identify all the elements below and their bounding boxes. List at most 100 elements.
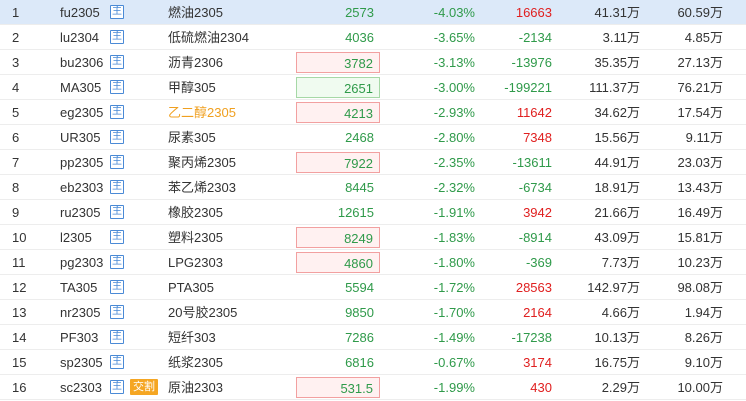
open-interest: 16.49万: [677, 205, 723, 220]
table-row[interactable]: 8 eb2303 主 苯乙烯2303 8445 -2.32% -6734 18.91万 13.4…: [0, 175, 746, 200]
contract-name[interactable]: 塑料2305: [168, 230, 223, 245]
contract-code[interactable]: UR305: [60, 130, 101, 145]
row-index: 13: [12, 305, 27, 320]
main-contract-badge: 主: [110, 355, 124, 369]
table-row[interactable]: 9 ru2305 主 橡胶2305 12615 -1.91% 3942 21.66万 16.49…: [0, 200, 746, 225]
open-interest: 4.85万: [684, 30, 723, 45]
main-contract-badge: 主: [110, 205, 124, 219]
last-price: 6816: [345, 355, 374, 370]
volume: 7.73万: [601, 255, 640, 270]
contract-name[interactable]: 聚丙烯2305: [168, 155, 236, 170]
contract-name[interactable]: PTA305: [168, 280, 215, 295]
change-percent: -1.49%: [433, 330, 475, 345]
contract-name[interactable]: LPG2303: [168, 255, 223, 270]
contract-code[interactable]: ru2305: [60, 205, 101, 220]
open-interest: 76.21万: [677, 80, 723, 95]
contract-code[interactable]: lu2304: [60, 30, 100, 45]
contract-code[interactable]: nr2305: [60, 305, 101, 320]
table-row[interactable]: 13 nr2305 主 20号胶2305 9850 -1.70% 2164 4.66万 1.94…: [0, 300, 746, 325]
table-row[interactable]: 3 bu2306 主 沥青2306 3782 -3.13% -13976 35.35万 27.1…: [0, 50, 746, 75]
table-row[interactable]: 2 lu2304 主 低硫燃油2304 4036 -3.65% -2134 3.11万 4.85…: [0, 25, 746, 50]
contract-name[interactable]: 原油2303: [168, 380, 223, 395]
table-row[interactable]: 6 UR305 主 尿素305 2468 -2.80% 7348 15.56万 9.11万: [0, 125, 746, 150]
position-change: -2134: [518, 30, 552, 45]
contract-name[interactable]: 尿素305: [168, 130, 216, 145]
position-change: -369: [525, 255, 552, 270]
contract-code[interactable]: eb2303: [60, 180, 104, 195]
table-row[interactable]: 14 PF303 主 短纤303 7286 -1.49% -17238 10.13万 8.26万: [0, 325, 746, 350]
open-interest: 8.26万: [684, 330, 723, 345]
row-index: 8: [12, 180, 20, 195]
contract-code[interactable]: eg2305: [60, 105, 104, 120]
contract-name[interactable]: 20号胶2305: [168, 305, 238, 320]
change-percent: -2.80%: [433, 130, 475, 145]
last-price: 8249: [296, 227, 380, 248]
last-price: 4036: [345, 30, 374, 45]
contract-name[interactable]: 沥青2306: [168, 55, 223, 70]
position-change: -8914: [518, 230, 552, 245]
contract-name[interactable]: 燃油2305: [168, 5, 223, 20]
row-index: 6: [12, 130, 20, 145]
change-percent: -1.70%: [433, 305, 475, 320]
row-index: 1: [12, 5, 20, 20]
position-change: 7348: [523, 130, 552, 145]
row-index: 14: [12, 330, 27, 345]
delivery-badge: 交割: [130, 379, 158, 395]
position-change: -13976: [511, 55, 552, 70]
contract-name[interactable]: 短纤303: [168, 330, 216, 345]
last-price: 2573: [345, 5, 374, 20]
change-percent: -1.83%: [433, 230, 475, 245]
contract-code[interactable]: sp2305: [60, 355, 103, 370]
contract-code[interactable]: PF303: [60, 330, 99, 345]
volume: 16.75万: [594, 355, 640, 370]
contract-code[interactable]: fu2305: [60, 5, 100, 20]
table-row[interactable]: 4 MA305 主 甲醇305 2651 -3.00% -199221 111.37万 76.2…: [0, 75, 746, 100]
last-price: 12615: [337, 205, 374, 220]
table-row[interactable]: 7 pp2305 主 聚丙烯2305 7922 -2.35% -13611 44.91万 23.…: [0, 150, 746, 175]
position-change: 430: [530, 380, 552, 395]
open-interest: 23.03万: [677, 155, 723, 170]
contract-name[interactable]: 低硫燃油2304: [168, 30, 249, 45]
last-price: 8445: [345, 180, 374, 195]
table-row[interactable]: 11 pg2303 主 LPG2303 4860 -1.80% -369 7.73万 10.23…: [0, 250, 746, 275]
open-interest: 1.94万: [684, 305, 723, 320]
table-row[interactable]: 1 fu2305 主 燃油2305 2573 -4.03% 16663 41.31万 60.59…: [0, 0, 746, 25]
main-contract-badge: 主: [110, 305, 124, 319]
contract-code[interactable]: l2305: [60, 230, 92, 245]
main-contract-badge: 主: [110, 155, 124, 169]
position-change: 16663: [515, 5, 552, 20]
contract-code[interactable]: MA305: [60, 80, 102, 95]
table-row[interactable]: 5 eg2305 主 乙二醇2305 4213 -2.93% 11642 34.62万 17.5…: [0, 100, 746, 125]
contract-name[interactable]: 甲醇305: [168, 80, 216, 95]
row-index: 4: [12, 80, 20, 95]
main-contract-badge: 主: [110, 255, 124, 269]
volume: 3.11万: [602, 30, 640, 45]
contract-name[interactable]: 苯乙烯2303: [168, 180, 236, 195]
table-row[interactable]: 16 sc2303 主交割 原油2303 531.5 -1.99% 430 2.29万 10.0…: [0, 375, 746, 400]
contract-code[interactable]: TA305: [60, 280, 98, 295]
contract-code[interactable]: pg2303: [60, 255, 104, 270]
open-interest: 10.00万: [677, 380, 723, 395]
row-index: 15: [12, 355, 27, 370]
contract-name[interactable]: 乙二醇2305: [168, 105, 236, 120]
contract-code[interactable]: pp2305: [60, 155, 104, 170]
volume: 15.56万: [594, 130, 640, 145]
contract-code[interactable]: bu2306: [60, 55, 104, 70]
table-row[interactable]: 12 TA305 主 PTA305 5594 -1.72% 28563 142.97万 98.0…: [0, 275, 746, 300]
table-row[interactable]: 15 sp2305 主 纸浆2305 6816 -0.67% 3174 16.75万 9.10万: [0, 350, 746, 375]
row-index: 10: [12, 230, 27, 245]
volume: 2.29万: [601, 380, 640, 395]
last-price: 7922: [296, 152, 380, 173]
main-contract-badge: 主: [110, 30, 124, 44]
contract-name[interactable]: 橡胶2305: [168, 205, 223, 220]
table-row[interactable]: 10 l2305 主 塑料2305 8249 -1.83% -8914 43.09万 15.81…: [0, 225, 746, 250]
change-percent: -3.65%: [433, 30, 475, 45]
change-percent: -3.00%: [433, 80, 475, 95]
contract-code[interactable]: sc2303: [60, 380, 102, 395]
last-price: 531.5: [296, 377, 380, 398]
main-contract-badge: 主: [110, 380, 124, 394]
open-interest: 27.13万: [677, 55, 723, 70]
position-change: 3942: [523, 205, 552, 220]
contract-name[interactable]: 纸浆2305: [168, 355, 223, 370]
open-interest: 10.23万: [677, 255, 723, 270]
